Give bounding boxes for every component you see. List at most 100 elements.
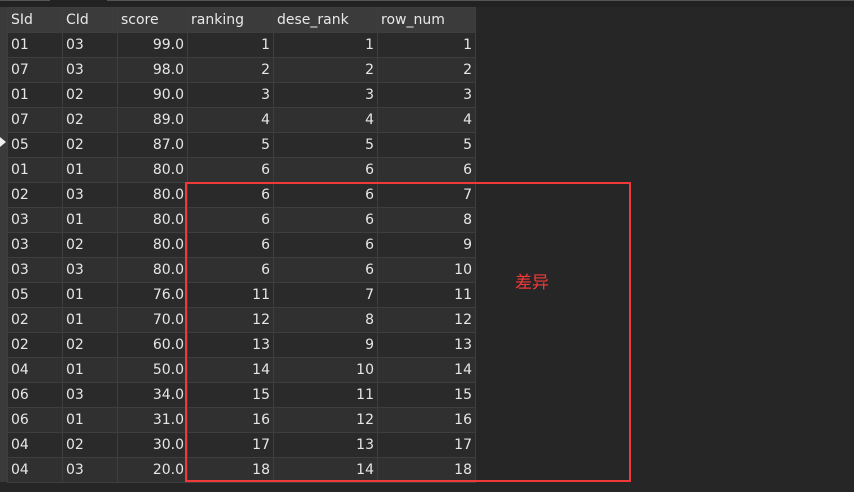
cell-cid[interactable]: 01	[62, 282, 118, 308]
cell-sid[interactable]: 03	[7, 257, 63, 283]
table-row[interactable]: 01 01 80.0 6 6 6	[7, 157, 476, 183]
cell-ranking[interactable]: 16	[187, 407, 274, 433]
cell-ranking[interactable]: 6	[187, 232, 274, 258]
cell-row_num[interactable]: 6	[377, 157, 476, 183]
cell-sid[interactable]: 02	[7, 332, 63, 358]
table-row[interactable]: 02 03 80.0 6 6 7	[7, 182, 476, 208]
column-header-dese_rank[interactable]: dese_rank	[273, 7, 378, 33]
row-selector-gutter[interactable]	[0, 7, 7, 482]
cell-sid[interactable]: 04	[7, 432, 63, 458]
cell-dese_rank[interactable]: 9	[273, 332, 378, 358]
cell-ranking[interactable]: 13	[187, 332, 274, 358]
cell-dese_rank[interactable]: 6	[273, 157, 378, 183]
table-row[interactable]: 01 03 99.0 1 1 1	[7, 32, 476, 58]
cell-score[interactable]: 50.0	[117, 357, 188, 383]
cell-row_num[interactable]: 2	[377, 57, 476, 83]
column-header-sid[interactable]: SId	[7, 7, 63, 33]
cell-row_num[interactable]: 13	[377, 332, 476, 358]
table-row[interactable]: 01 02 90.0 3 3 3	[7, 82, 476, 108]
cell-ranking[interactable]: 3	[187, 82, 274, 108]
table-row[interactable]: 02 01 70.0 12 8 12	[7, 307, 476, 333]
cell-sid[interactable]: 05	[7, 132, 63, 158]
column-header-ranking[interactable]: ranking	[187, 7, 274, 33]
cell-sid[interactable]: 01	[7, 157, 63, 183]
cell-ranking[interactable]: 5	[187, 132, 274, 158]
cell-cid[interactable]: 03	[62, 382, 118, 408]
cell-sid[interactable]: 01	[7, 82, 63, 108]
cell-ranking[interactable]: 6	[187, 207, 274, 233]
cell-cid[interactable]: 03	[62, 57, 118, 83]
cell-dese_rank[interactable]: 6	[273, 232, 378, 258]
cell-score[interactable]: 90.0	[117, 82, 188, 108]
cell-row_num[interactable]: 17	[377, 432, 476, 458]
cell-sid[interactable]: 02	[7, 182, 63, 208]
cell-sid[interactable]: 01	[7, 32, 63, 58]
cell-score[interactable]: 76.0	[117, 282, 188, 308]
cell-score[interactable]: 31.0	[117, 407, 188, 433]
cell-sid[interactable]: 06	[7, 407, 63, 433]
table-row[interactable]: 07 02 89.0 4 4 4	[7, 107, 476, 133]
cell-dese_rank[interactable]: 1	[273, 32, 378, 58]
cell-cid[interactable]: 03	[62, 182, 118, 208]
cell-score[interactable]: 80.0	[117, 182, 188, 208]
cell-score[interactable]: 30.0	[117, 432, 188, 458]
cell-ranking[interactable]: 6	[187, 157, 274, 183]
column-header-row_num[interactable]: row_num	[377, 7, 476, 33]
cell-row_num[interactable]: 14	[377, 357, 476, 383]
cell-row_num[interactable]: 15	[377, 382, 476, 408]
cell-cid[interactable]: 02	[62, 232, 118, 258]
cell-cid[interactable]: 02	[62, 332, 118, 358]
cell-sid[interactable]: 07	[7, 107, 63, 133]
cell-cid[interactable]: 02	[62, 432, 118, 458]
cell-ranking[interactable]: 12	[187, 307, 274, 333]
cell-dese_rank[interactable]: 3	[273, 82, 378, 108]
cell-score[interactable]: 70.0	[117, 307, 188, 333]
cell-score[interactable]: 80.0	[117, 157, 188, 183]
cell-ranking[interactable]: 6	[187, 182, 274, 208]
cell-cid[interactable]: 01	[62, 157, 118, 183]
cell-cid[interactable]: 02	[62, 107, 118, 133]
cell-score[interactable]: 60.0	[117, 332, 188, 358]
cell-cid[interactable]: 02	[62, 132, 118, 158]
cell-score[interactable]: 99.0	[117, 32, 188, 58]
cell-sid[interactable]: 03	[7, 207, 63, 233]
cell-cid[interactable]: 03	[62, 457, 118, 483]
cell-row_num[interactable]: 12	[377, 307, 476, 333]
cell-dese_rank[interactable]: 14	[273, 457, 378, 483]
cell-cid[interactable]: 01	[62, 207, 118, 233]
column-header-cid[interactable]: CId	[62, 7, 118, 33]
table-row[interactable]: 04 03 20.0 18 14 18	[7, 457, 476, 483]
cell-ranking[interactable]: 18	[187, 457, 274, 483]
cell-sid[interactable]: 07	[7, 57, 63, 83]
cell-row_num[interactable]: 4	[377, 107, 476, 133]
table-row[interactable]: 06 01 31.0 16 12 16	[7, 407, 476, 433]
cell-cid[interactable]: 01	[62, 307, 118, 333]
cell-dese_rank[interactable]: 6	[273, 207, 378, 233]
cell-dese_rank[interactable]: 2	[273, 57, 378, 83]
cell-score[interactable]: 80.0	[117, 232, 188, 258]
cell-row_num[interactable]: 10	[377, 257, 476, 283]
cell-dese_rank[interactable]: 13	[273, 432, 378, 458]
cell-score[interactable]: 20.0	[117, 457, 188, 483]
cell-score[interactable]: 89.0	[117, 107, 188, 133]
cell-dese_rank[interactable]: 7	[273, 282, 378, 308]
cell-cid[interactable]: 02	[62, 82, 118, 108]
table-row[interactable]: 07 03 98.0 2 2 2	[7, 57, 476, 83]
cell-sid[interactable]: 06	[7, 382, 63, 408]
cell-ranking[interactable]: 2	[187, 57, 274, 83]
cell-score[interactable]: 80.0	[117, 207, 188, 233]
table-row[interactable]: 02 02 60.0 13 9 13	[7, 332, 476, 358]
table-row[interactable]: 06 03 34.0 15 11 15	[7, 382, 476, 408]
cell-row_num[interactable]: 1	[377, 32, 476, 58]
cell-dese_rank[interactable]: 5	[273, 132, 378, 158]
table-row[interactable]: 04 02 30.0 17 13 17	[7, 432, 476, 458]
cell-score[interactable]: 98.0	[117, 57, 188, 83]
cell-cid[interactable]: 01	[62, 407, 118, 433]
cell-score[interactable]: 34.0	[117, 382, 188, 408]
column-header-score[interactable]: score	[117, 7, 188, 33]
cell-row_num[interactable]: 8	[377, 207, 476, 233]
cell-dese_rank[interactable]: 8	[273, 307, 378, 333]
cell-sid[interactable]: 05	[7, 282, 63, 308]
cell-dese_rank[interactable]: 4	[273, 107, 378, 133]
cell-row_num[interactable]: 11	[377, 282, 476, 308]
